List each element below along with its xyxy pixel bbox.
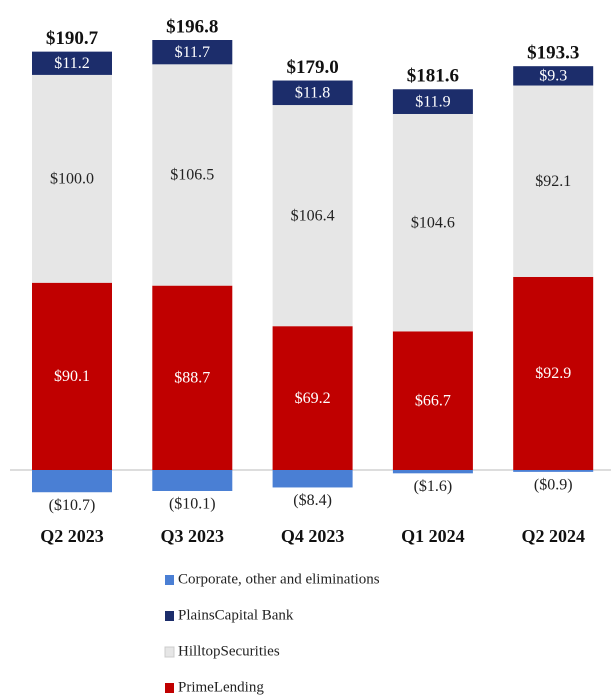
total-label: $179.0 (286, 57, 338, 78)
legend-label: HilltopSecurities (178, 643, 280, 659)
bar-segment (152, 285, 233, 470)
x-tick-label: Q2 2024 (521, 526, 585, 546)
bar-segment (32, 51, 112, 75)
legend-label: PrimeLending (178, 679, 264, 695)
segment-label: $104.6 (411, 214, 455, 231)
bar-segment (392, 113, 473, 332)
segment-label: $11.8 (295, 84, 330, 101)
total-label: $193.3 (527, 43, 579, 64)
legend-swatch (164, 646, 175, 658)
segment-label: ($10.7) (49, 497, 96, 514)
total-label: $181.6 (407, 66, 459, 87)
x-tick-label: Q4 2023 (281, 526, 345, 546)
segment-label: ($0.9) (534, 477, 573, 494)
segment-label: $92.9 (535, 365, 571, 382)
bar-segment (32, 74, 112, 283)
total-label: $196.8 (166, 16, 218, 37)
bar-segment (392, 89, 473, 114)
segment-label: ($1.6) (414, 478, 453, 495)
total-label: $190.7 (46, 28, 99, 49)
bar-segment (392, 331, 473, 470)
segment-label: $90.1 (54, 368, 90, 385)
bar-segment (272, 80, 353, 106)
legend-swatch (165, 611, 174, 621)
bar-segment (513, 470, 594, 472)
bar-segment (272, 105, 353, 327)
segment-label: $11.7 (175, 44, 210, 61)
bar-segment (152, 470, 233, 491)
legend-label: PlainsCapital Bank (178, 607, 294, 623)
bar-segment (392, 470, 473, 474)
segment-label: $92.1 (535, 173, 571, 190)
bar-segment (152, 40, 233, 65)
bar-segment (152, 64, 233, 286)
segment-label: $100.0 (50, 171, 94, 188)
legend-swatch (165, 575, 174, 585)
segment-label: $66.7 (415, 392, 451, 409)
x-tick-label: Q2 2023 (40, 526, 104, 546)
segment-label: $69.2 (295, 390, 331, 407)
x-tick-label: Q1 2024 (401, 526, 465, 546)
bar-segment (32, 470, 112, 493)
segment-label: $11.2 (54, 55, 89, 72)
legend-swatch (165, 683, 174, 693)
x-tick-label: Q3 2023 (161, 526, 225, 546)
segment-label: $11.9 (415, 93, 450, 110)
bar-segment (513, 85, 594, 277)
segment-label: ($10.1) (169, 496, 216, 513)
segment-label: ($8.4) (293, 492, 332, 509)
bar-segment (513, 66, 594, 86)
bar-segment (272, 326, 353, 470)
segment-label: $106.4 (291, 207, 335, 224)
legend-label: Corporate, other and eliminations (178, 571, 380, 587)
segment-label: $9.3 (539, 68, 567, 85)
segment-label: $106.5 (170, 167, 214, 184)
bar-segment (32, 282, 112, 470)
bar-segment (513, 276, 594, 470)
bar-segment (272, 470, 353, 488)
segment-label: $88.7 (174, 369, 210, 386)
